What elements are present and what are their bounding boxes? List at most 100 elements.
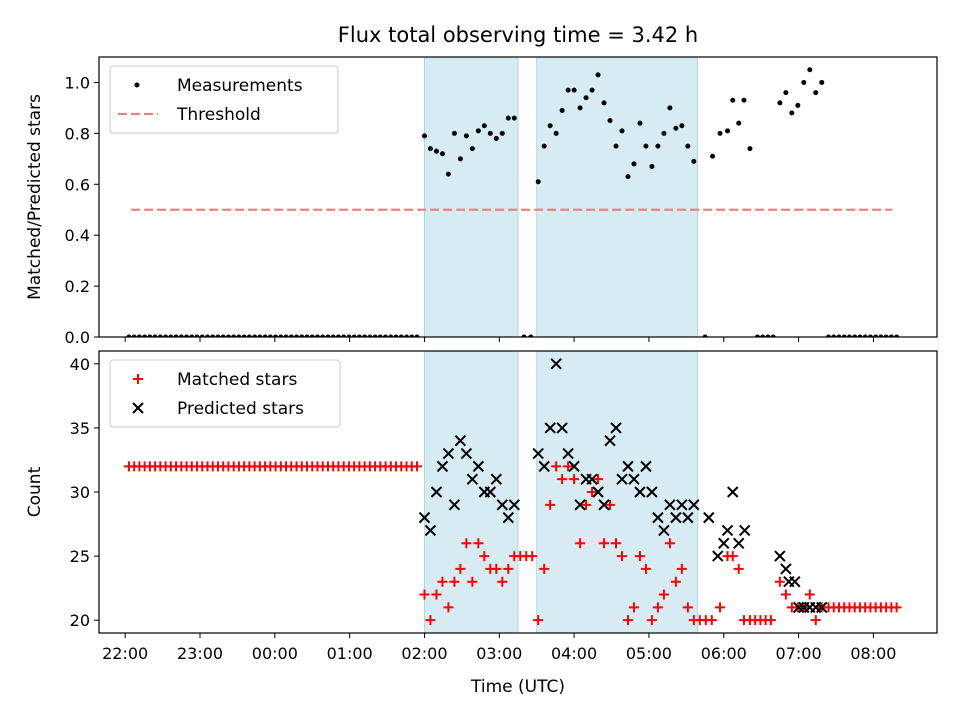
- top-shaded-interval-1: [536, 56, 699, 338]
- bottom-series-0-point-78: [551, 461, 562, 472]
- bottom-series-0-point-65: [473, 538, 484, 549]
- bottom-series-0-point-81: [569, 474, 580, 485]
- bottom-series-0-point-105: [715, 602, 726, 613]
- top-series-0-point-39: [330, 334, 336, 337]
- bottom-series-0-point-62: [455, 563, 466, 574]
- xtick-label-8: 06:00: [701, 644, 747, 663]
- bottom-series-1-point-6: [454, 435, 467, 447]
- top-series-0-point-25: [257, 334, 263, 337]
- top-series-0-point-79: [565, 87, 571, 93]
- bottom-series-0-point-76: [539, 563, 550, 574]
- top-series-0-point-51: [393, 334, 399, 337]
- top-series-0-point-103: [717, 130, 723, 136]
- top-series-0-point-71: [511, 115, 517, 121]
- bottom-series-1-point-13: [496, 499, 508, 511]
- top-series-0-point-69: [499, 130, 505, 136]
- top-legend-box: [109, 65, 339, 134]
- top-axes-frame: [98, 56, 938, 338]
- top-series-0-point-111: [765, 334, 771, 337]
- bottom-series-1-point-40: [676, 499, 688, 511]
- xtick-label-9: 07:00: [776, 644, 822, 663]
- bottom-series-0-point-90: [622, 615, 633, 626]
- legend-marker-matched: [133, 374, 143, 384]
- top-legend: Measurements Threshold: [109, 65, 339, 134]
- top-series-0-point-88: [619, 128, 625, 134]
- top-series-0-point-107: [741, 97, 747, 103]
- bottom-series-0-point-69: [497, 576, 508, 587]
- bottom-series-0-point-83: [581, 499, 592, 510]
- bottom-series-1-point-51: [780, 563, 792, 575]
- bottom-series-1-point-49: [739, 524, 751, 537]
- bottom-series-1-point-27: [598, 499, 610, 511]
- top-ytick-label-2: 0.4: [65, 226, 90, 245]
- xtick-label-10: 08:00: [850, 644, 896, 663]
- bottom-series-0-point-99: [676, 563, 687, 574]
- top-series-0-point-17: [215, 334, 221, 337]
- bottom-series-1-point-42: [688, 499, 700, 511]
- top-series-0-point-57: [427, 146, 433, 152]
- top-ytick-label-3: 0.6: [65, 175, 90, 194]
- xtick-label-1: 23:00: [177, 644, 223, 663]
- bottom-series-0-point-94: [646, 615, 657, 626]
- bottom-series-0-point-115: [774, 576, 785, 587]
- bottom-series-0-point-84: [587, 487, 598, 497]
- bottom-ytick-label-4: 40: [70, 355, 90, 374]
- bottom-series-0-point-107: [727, 551, 738, 562]
- top-series-0-point-15: [204, 334, 210, 337]
- bottom-series-1-point-1: [424, 524, 437, 537]
- bottom-series-1-point-5: [448, 499, 461, 511]
- top-series-0-point-42: [346, 334, 352, 337]
- top-series-0-point-61: [451, 130, 457, 136]
- bottom-series-1-point-30: [616, 473, 628, 485]
- top-series-0-point-29: [278, 334, 284, 337]
- top-series-0-point-98: [679, 123, 685, 129]
- bottom-series-1-point-47: [727, 486, 739, 498]
- top-series-0-point-50: [388, 334, 394, 337]
- bottom-series-0-point-68: [491, 563, 502, 574]
- bottom-legend: Matched stars Predicted stars: [109, 359, 341, 428]
- bottom-series-1-point-17: [538, 460, 550, 473]
- bottom-series-1-point-58: [816, 601, 828, 614]
- top-series-0-point-97: [673, 125, 679, 131]
- top-series-0-point-129: [867, 334, 873, 337]
- top-series-0-point-63: [463, 133, 469, 139]
- bottom-series-1-point-54: [792, 601, 805, 614]
- bottom-series-0-point-61: [449, 576, 460, 587]
- top-series-0-point-32: [294, 334, 300, 337]
- top-series-0-point-105: [730, 97, 736, 103]
- bottom-series-0-point-97: [664, 538, 675, 549]
- top-series-0-point-49: [383, 334, 389, 337]
- bottom-series-1-point-36: [652, 511, 664, 524]
- xtick-label-7: 05:00: [626, 644, 672, 663]
- top-series-0-point-18: [220, 334, 226, 337]
- top-series-0-point-11: [184, 334, 190, 337]
- bottom-series-1-point-33: [634, 486, 646, 498]
- top-series-0-point-26: [262, 334, 268, 337]
- bottom-series-0-point-75: [533, 615, 544, 626]
- top-series-0-point-102: [710, 153, 716, 159]
- bottom-series-0-point-93: [640, 563, 651, 574]
- top-series-0-point-131: [878, 334, 884, 337]
- bottom-series-1-point-39: [670, 511, 682, 524]
- top-series-0-point-46: [367, 334, 373, 337]
- bottom-series-0-point-95: [652, 602, 663, 613]
- xtick-label-3: 01:00: [327, 644, 373, 663]
- bottom-series-1-point-48: [733, 537, 745, 549]
- top-series-0-point-74: [535, 179, 541, 185]
- bottom-series-0-point-114: [765, 615, 776, 626]
- top-series-0-point-114: [783, 90, 789, 96]
- top-plot-area: [126, 67, 900, 337]
- top-series-0-point-86: [607, 118, 613, 124]
- top-series-0-point-16: [210, 334, 216, 337]
- top-series-0-point-134: [894, 334, 900, 337]
- top-series-0-point-58: [433, 148, 439, 154]
- bottom-series-1-point-9: [472, 460, 485, 473]
- bottom-series-0-point-60: [443, 602, 454, 613]
- bottom-series-0-point-136: [891, 602, 902, 613]
- top-series-0-point-60: [445, 171, 451, 177]
- top-series-0-point-75: [541, 143, 547, 149]
- top-series-0-point-125: [846, 334, 852, 337]
- top-series-0-point-6: [157, 334, 163, 337]
- bottom-series-1-point-2: [430, 486, 443, 498]
- top-series-0-point-66: [481, 123, 487, 129]
